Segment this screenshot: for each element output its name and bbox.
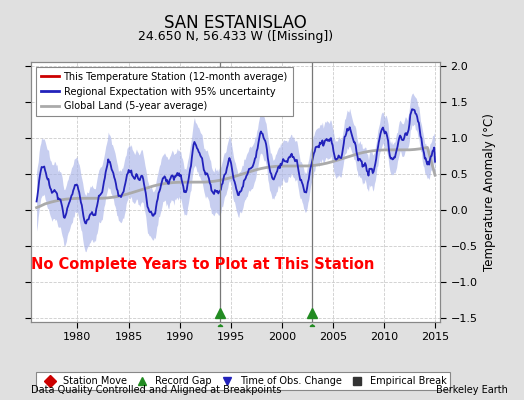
Y-axis label: Temperature Anomaly (°C): Temperature Anomaly (°C) <box>483 113 496 271</box>
Legend: Station Move, Record Gap, Time of Obs. Change, Empirical Break: Station Move, Record Gap, Time of Obs. C… <box>36 372 450 390</box>
Text: SAN ESTANISLAO: SAN ESTANISLAO <box>165 14 307 32</box>
Text: 24.650 N, 56.433 W ([Missing]): 24.650 N, 56.433 W ([Missing]) <box>138 30 333 43</box>
Text: No Complete Years to Plot at This Station: No Complete Years to Plot at This Statio… <box>31 257 375 272</box>
Text: Berkeley Earth: Berkeley Earth <box>436 385 508 395</box>
Text: Data Quality Controlled and Aligned at Breakpoints: Data Quality Controlled and Aligned at B… <box>31 385 282 395</box>
